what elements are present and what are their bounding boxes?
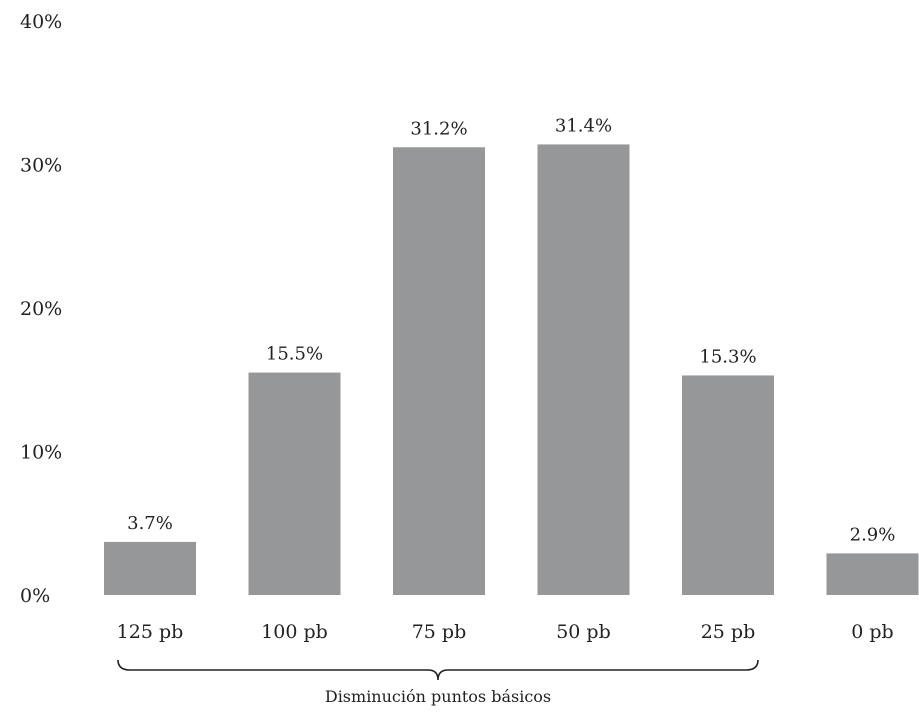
x-axis-categories: 125 pb 100 pb 75 pb 50 pb 25 pb 0 pb (117, 621, 894, 643)
x-tick-label: 0 pb (851, 621, 893, 643)
bar (104, 541, 196, 595)
bar (248, 372, 341, 595)
data-label: 15.5% (266, 344, 323, 365)
y-tick-label: 20% (20, 298, 62, 320)
y-tick-label: 10% (20, 442, 62, 464)
x-tick-label: 25 pb (701, 621, 756, 643)
x-tick-label: 100 pb (261, 621, 328, 643)
data-label: 15.3% (699, 346, 756, 367)
data-label: 3.7% (127, 513, 173, 534)
bar (826, 553, 919, 595)
y-tick-label: 0% (20, 585, 50, 607)
data-label: 31.2% (410, 118, 467, 139)
x-axis-title: Disminución puntos básicos (325, 687, 551, 706)
bar (393, 147, 485, 595)
x-tick-label: 75 pb (412, 621, 467, 643)
bar (682, 375, 774, 595)
data-labels: 3.7% 15.5% 31.2% 31.4% 15.3% 2.9% (127, 115, 895, 545)
category-brace (117, 659, 759, 681)
y-axis-ticks: 0% 10% 20% 30% 40% (20, 11, 62, 607)
y-tick-label: 40% (20, 11, 62, 33)
data-label: 2.9% (850, 524, 896, 545)
data-label: 31.4% (555, 115, 612, 136)
x-tick-label: 125 pb (117, 621, 184, 643)
x-tick-label: 50 pb (556, 621, 611, 643)
bars (104, 144, 919, 595)
bar (537, 144, 630, 595)
y-tick-label: 30% (20, 155, 62, 177)
